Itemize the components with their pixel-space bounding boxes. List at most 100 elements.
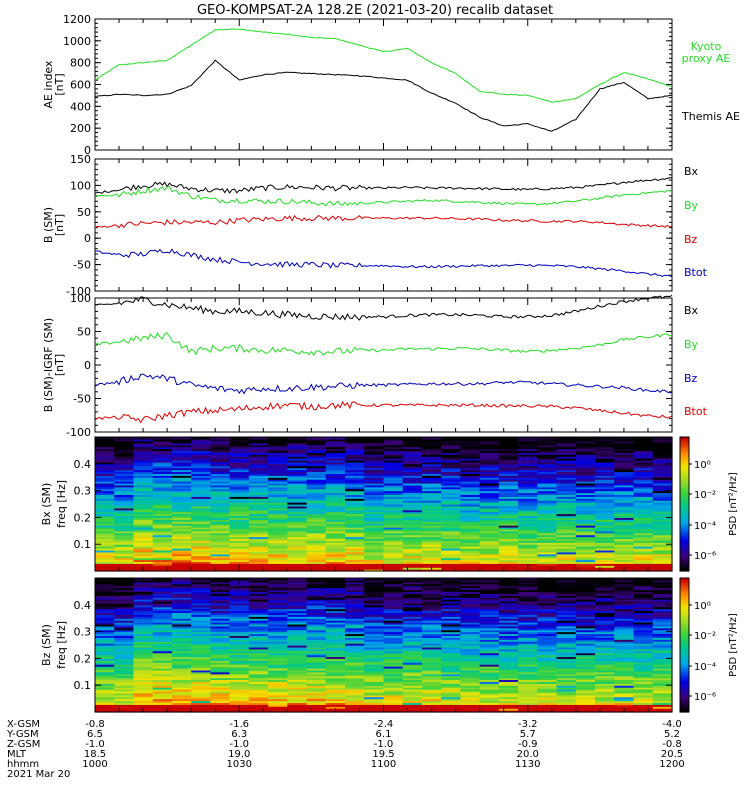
spectrogram-cell [133,471,154,474]
spectrogram-cell [171,546,192,549]
spectrogram-cell [152,685,173,688]
colorbar-tick-label: 10⁰ [694,460,711,471]
spectrogram-cell [306,623,327,627]
spectrogram-cell [95,675,115,679]
spectrogram-cell [652,658,673,661]
spectrogram-cell [575,645,596,648]
spectrogram-cell [421,467,442,471]
spectrogram-cell [479,450,500,453]
spectrogram-cell [556,438,577,442]
spectrogram-cell [95,696,115,700]
spectrogram-cell [114,650,135,654]
spectrogram-cell [614,637,635,640]
spectrogram-cell [575,450,596,453]
spectrogram-cell [191,677,211,681]
spectrogram-cell [248,583,269,587]
spectrogram-cell [479,511,500,515]
spectrogram-cell [287,511,308,515]
spectrogram-cell [210,488,231,492]
spectrogram-cell [268,505,288,509]
spectrogram-cell [191,614,211,617]
spectrogram-cell [575,658,596,661]
spectrogram-cell [402,515,423,518]
spectrogram-cell [479,591,500,594]
spectrogram-cell [248,637,269,640]
spectrogram-cell [248,536,269,540]
spectrogram-cell [595,452,615,455]
spectrogram-cell [152,579,173,583]
spectrogram-cell [325,446,346,450]
legend-kyoto-proxy-ae: proxy AE [682,52,731,65]
spectrogram-cell [441,471,462,474]
spectrogram-cell [95,692,115,696]
colorbar-step [680,627,689,630]
spectrogram-cell [383,620,404,623]
spectrogram-cell [306,484,327,488]
spectrogram-cell [210,579,231,583]
spectrogram-cell [460,635,481,638]
spectrogram-cell [306,635,327,638]
spectrogram-cell [171,597,192,600]
spectrogram-cell [268,479,288,482]
spectrogram-cell [268,664,288,667]
spectrogram-cell [133,488,154,492]
spectrogram-cell [498,458,519,461]
spectrogram-cell [402,692,423,696]
spectrogram-cell [287,692,308,696]
spectrogram-cell [479,504,500,507]
spectrogram-cell [614,494,635,497]
spectrogram-cell [479,687,500,690]
spectrogram-cell [364,579,385,583]
spectrogram-cell [460,593,481,596]
spectrogram-cell [518,616,538,619]
spectrogram-cell [325,583,346,587]
spectrogram-cell [364,479,385,482]
spectrogram-cell [383,689,404,692]
spectrogram-cell [614,645,635,648]
spectrogram-cell [652,481,673,484]
spectrogram-cell [460,681,481,684]
spectrogram-cell [652,528,673,532]
spectrogram-cell [460,563,481,566]
spectrogram-cell [171,679,192,682]
spectrogram-cell [364,481,385,484]
spectrogram-cell [152,532,173,536]
spectrogram-cell [171,507,192,511]
spectrogram-cell [306,452,327,455]
spectrogram-cell [441,666,462,669]
spectrogram-cell [345,481,365,484]
spectrogram-cell [652,677,673,681]
spectrogram-cell [441,618,462,621]
spectrogram-cell [364,671,385,675]
spectrogram-cell [268,551,288,555]
spectrogram-cell [152,606,173,610]
spectrogram-cell [498,677,519,681]
spectrogram-cell [364,504,385,507]
spectrogram-cell [575,600,596,604]
spectrogram-cell [421,532,442,536]
spectrogram-cell [556,581,577,585]
spectrogram-cell [441,481,462,484]
spectrogram-cell [460,498,481,501]
spectrogram-cell [537,666,558,669]
spectrogram-cell [364,694,385,698]
colorbar-step [680,564,689,568]
spectrogram-cell [614,623,635,627]
colorbar-step [680,524,689,527]
colorbar-step [680,682,689,686]
spectrogram-cell [556,559,577,563]
spectrogram-cell [614,593,635,596]
x-row-value: 1000 [82,759,107,770]
spectrogram-cell [575,622,596,625]
spectrogram-cell [460,666,481,669]
spectrogram-cell [441,458,462,461]
spectrogram-cell [229,507,250,511]
spectrogram-cell [325,694,346,698]
spectrogram-cell [652,546,673,549]
spectrogram-cell [383,641,404,644]
spectrogram-cell [421,456,442,459]
spectrogram-cell [364,702,385,705]
spectrogram-cell [441,440,462,444]
spectrogram-cell [441,616,462,619]
spectrogram-cell [421,599,442,602]
